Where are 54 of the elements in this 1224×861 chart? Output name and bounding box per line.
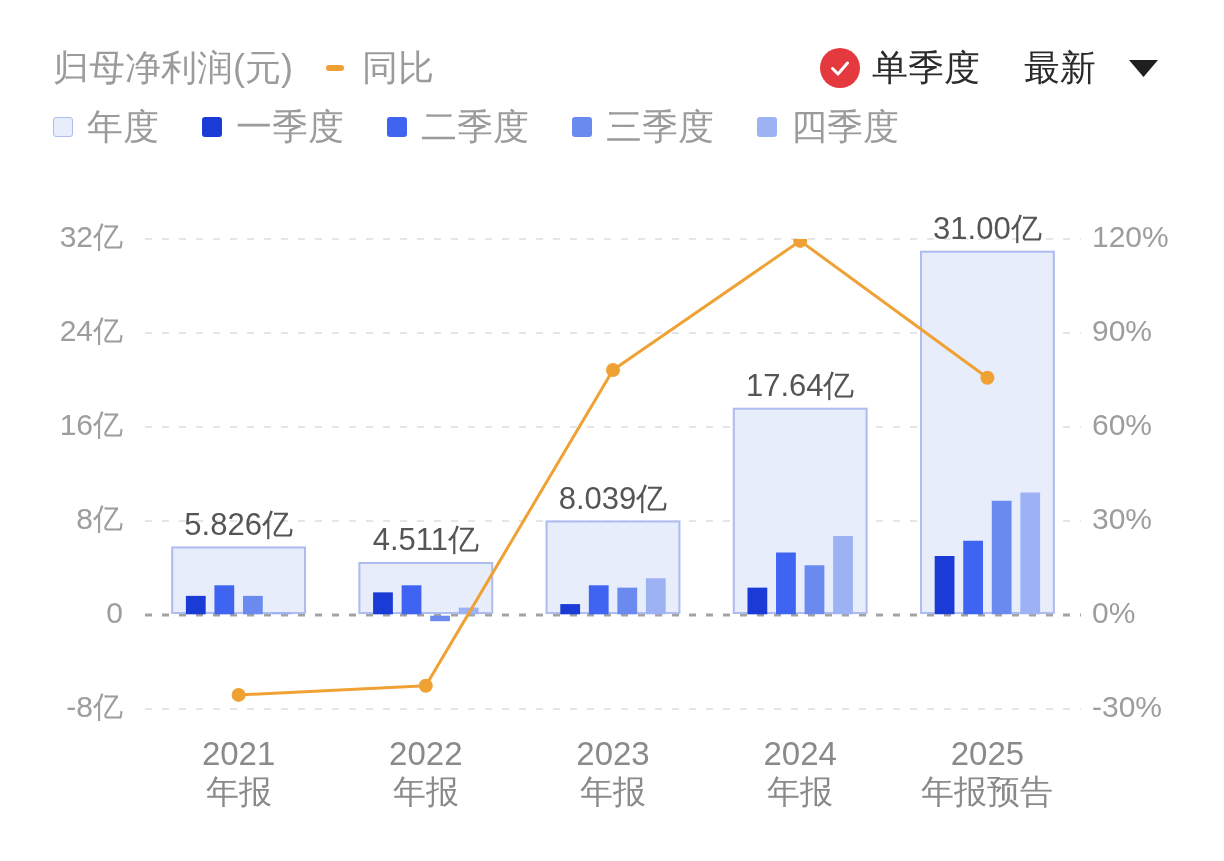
- data-label: 5.826亿: [184, 506, 293, 542]
- legend-label: 三季度: [606, 104, 714, 149]
- y2-tick-label: 90%: [1092, 314, 1153, 348]
- x-tick-label: 2022 年报: [389, 735, 463, 811]
- legend-label: 年度: [87, 104, 159, 149]
- bar: [560, 604, 581, 615]
- legend-label: 四季度: [791, 104, 899, 149]
- y2-tick-label: 60%: [1092, 408, 1153, 442]
- bar: [1020, 492, 1041, 615]
- point: [980, 370, 995, 385]
- y-tick-label: 0: [106, 596, 123, 630]
- y-tick-label: 16亿: [59, 408, 123, 442]
- point: [231, 687, 246, 702]
- y2-tick-label: 120%: [1092, 220, 1169, 254]
- bar: [214, 585, 235, 615]
- bar: [804, 565, 825, 615]
- bar: [617, 587, 638, 615]
- legend-label: 同比: [361, 45, 434, 90]
- bar: [833, 535, 853, 615]
- bar: [963, 540, 984, 615]
- bar: [645, 578, 666, 615]
- x-tick-label: 2023 年报: [576, 735, 650, 811]
- y2-tick-label: -30%: [1092, 690, 1163, 724]
- bar: [373, 592, 393, 615]
- data-label: 17.64亿: [745, 367, 855, 403]
- y2-tick-label: 0%: [1092, 596, 1136, 630]
- y2-tick-label: 30%: [1092, 502, 1153, 536]
- bar: [430, 615, 450, 622]
- point: [606, 362, 620, 377]
- bar: [588, 585, 609, 615]
- y-tick-label: 32亿: [59, 220, 123, 254]
- bar: [242, 595, 263, 615]
- bar: [991, 500, 1012, 615]
- bar: [776, 552, 796, 615]
- text: 最新: [1024, 45, 1096, 90]
- x-tick-label: 2021 年报: [201, 735, 276, 811]
- data-label: 8.039亿: [558, 480, 668, 516]
- bar: [747, 587, 768, 615]
- chart-title: 归母净利润(元): [53, 45, 293, 90]
- text: 单季度: [872, 45, 980, 90]
- bar: [185, 595, 206, 615]
- x-tick-label: 2025 年报预告: [921, 735, 1054, 811]
- data-label: 31.00亿: [933, 210, 1042, 246]
- legend-label: 二季度: [421, 104, 529, 149]
- y-tick-label: 24亿: [59, 314, 123, 348]
- bar: [401, 585, 422, 615]
- y-tick-label: -8亿: [66, 690, 123, 724]
- bar: [934, 555, 955, 615]
- y-tick-label: 8亿: [76, 502, 123, 536]
- point: [418, 678, 433, 693]
- legend-label: 一季度: [236, 104, 344, 149]
- data-label: 4.511亿: [372, 522, 479, 557]
- x-tick-label: 2024 年报: [763, 735, 837, 811]
- bar: [271, 612, 292, 615]
